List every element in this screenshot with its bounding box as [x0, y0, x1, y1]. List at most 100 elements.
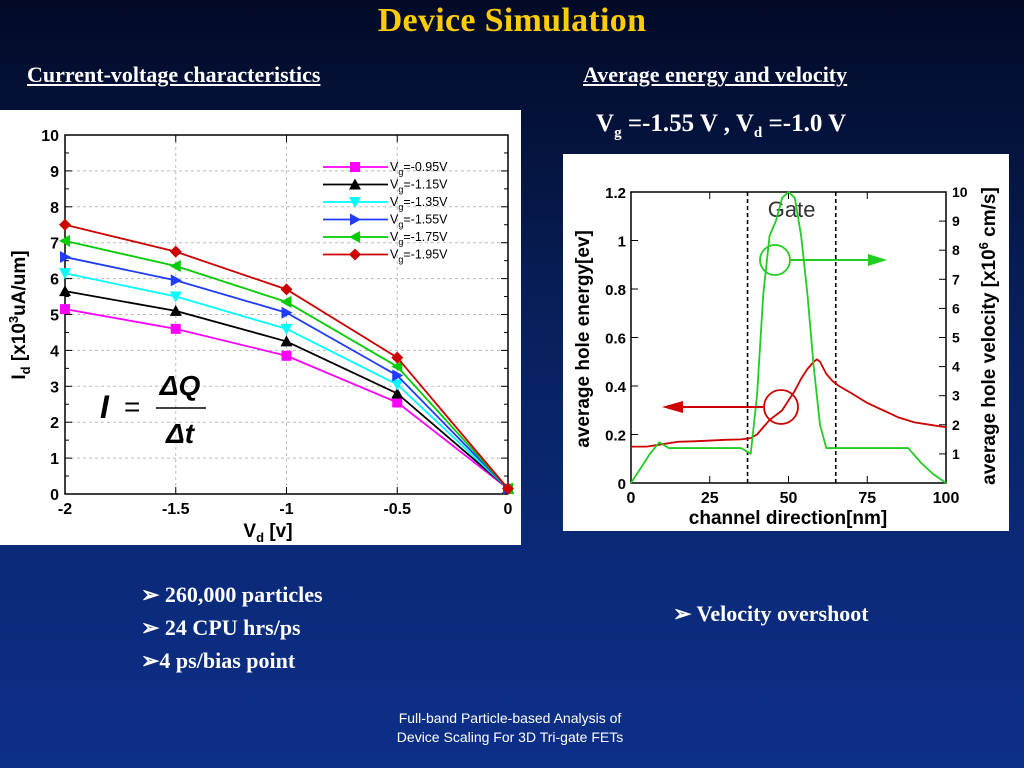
iv-data-point: [169, 291, 182, 303]
gate-label: Gate: [768, 197, 816, 222]
ev-right-axis-label: average hole velocity [x106 cm/s]: [976, 187, 1000, 485]
iv-legend-marker: [349, 178, 361, 190]
ev-right-tick-label: 7: [952, 271, 960, 287]
iv-data-point: [60, 251, 71, 264]
ev-plot-frame: [630, 191, 947, 484]
ev-left-tick-label: 0.2: [605, 428, 626, 445]
ev-x-axis-label: channel direction[nm]: [689, 508, 887, 529]
ev-right-tick-label: 6: [952, 300, 960, 316]
iv-data-point: [169, 304, 182, 316]
iv-legend-label: Vg=-1.15V: [390, 178, 448, 195]
iv-data-point: [280, 295, 292, 308]
iv-x-tick-label: -2: [58, 501, 72, 518]
hole-velocity-line: [630, 191, 947, 484]
ev-right-tick-label: 10: [952, 184, 968, 200]
right-heading: Average energy and velocity: [583, 62, 848, 87]
iv-x-axis-label: Vd [v]: [243, 521, 292, 545]
footer: Full-band Particle-based Analysis of Dev…: [330, 709, 690, 747]
iv-x-tick-label: 0: [504, 501, 513, 518]
iv-data-point: [60, 304, 70, 315]
ev-x-tick-label: 0: [627, 490, 636, 507]
iv-y-tick-label: 3: [50, 379, 59, 396]
iv-data-point: [59, 285, 71, 297]
iv-y-axis-label: Id [x103uA/um]: [6, 250, 33, 379]
ev-right-tick-label: 2: [952, 417, 960, 433]
iv-legend-label: Vg=-0.95V: [390, 160, 448, 177]
vd-symbol: V: [735, 110, 754, 137]
iv-y-tick-label: 7: [50, 236, 59, 253]
formula-denominator: Δt: [165, 418, 196, 449]
ev-right-tick-label: 1: [952, 446, 960, 462]
formula-numerator: ΔQ: [159, 370, 201, 401]
bullet-cpu-hours: ➢ 24 CPU hrs/ps: [141, 615, 301, 640]
energy-circle: [763, 389, 799, 425]
bullet-bias-point: ➢4 ps/bias point: [141, 648, 296, 673]
iv-data-point: [502, 482, 514, 495]
iv-legend-label: Vg=-1.55V: [390, 213, 448, 230]
energy-arrow-head: [662, 401, 683, 413]
footer-line-2: Device Scaling For 3D Tri-gate FETs: [396, 729, 624, 745]
iv-data-point: [59, 234, 70, 247]
velocity-note: ➢ Velocity overshoot: [673, 597, 869, 630]
footer-line-1: Full-band Particle-based Analysis of: [398, 710, 622, 726]
iv-data-point: [280, 283, 293, 296]
iv-legend-label: Vg=-1.95V: [390, 248, 448, 265]
vd-sub: d: [753, 125, 763, 141]
ev-right-tick-label: 8: [952, 242, 960, 258]
left-heading: Current-voltage characteristics: [27, 62, 321, 87]
iv-y-tick-label: 5: [50, 308, 59, 325]
iv-y-tick-label: 8: [50, 200, 59, 217]
iv-legend-label: Vg=-1.35V: [390, 195, 448, 212]
iv-data-point: [391, 387, 404, 399]
iv-data-point: [281, 306, 293, 319]
iv-legend-label: Vg=-1.75V: [390, 230, 448, 247]
iv-data-point: [391, 351, 404, 364]
ev-left-tick-label: 0.6: [605, 331, 626, 348]
ev-x-tick-label: 75: [858, 490, 876, 507]
hole-energy-line: [631, 358, 947, 448]
bullet-particles: ➢ 260,000 particles: [141, 582, 323, 607]
velocity-peak-circle: [759, 244, 791, 276]
velocity-arrow-head: [868, 254, 887, 266]
slide-title: Device Simulation: [377, 2, 647, 39]
energy-velocity-chart: 0 25 50 75 100 0 0.2 0.4 0.6 0.8 1 1.2 1 2 3 4 5 6 7 8 9 10 G…: [573, 184, 1000, 529]
iv-data-point: [170, 323, 181, 334]
ev-right-tick-label: 5: [952, 330, 960, 346]
ev-x-tick-label: 50: [780, 490, 798, 507]
ev-left-tick-label: 0.4: [605, 379, 627, 396]
iv-data-point: [392, 397, 403, 408]
ev-left-tick-label: 0.8: [605, 282, 626, 299]
iv-y-tick-label: 4: [50, 343, 59, 360]
iv-y-tick-label: 1: [50, 451, 59, 468]
ev-right-tick-label: 4: [952, 359, 960, 375]
ev-annotations: [662, 244, 887, 425]
iv-x-tick-label: -1.5: [162, 501, 190, 518]
formula-eq: =: [124, 391, 140, 422]
iv-data-point: [280, 323, 293, 335]
iv-y-tick-label: 0: [50, 487, 59, 504]
ev-left-axis-label: average hole energy[ev]: [573, 230, 594, 448]
ev-left-tick-label: 0: [618, 476, 626, 493]
iv-data-point: [391, 360, 403, 373]
vg-sub: g: [614, 125, 622, 141]
iv-y-tick-label: 9: [50, 164, 59, 181]
iv-legend-marker: [350, 162, 360, 172]
ev-right-tick-label: 9: [952, 213, 960, 229]
iv-x-tick-label: -1: [279, 501, 293, 518]
iv-legend-marker: [349, 248, 361, 261]
iv-data-point: [391, 379, 404, 391]
vg-symbol: V: [596, 110, 615, 137]
iv-data-point: [280, 335, 293, 347]
ev-x-tick-label: 100: [933, 490, 960, 507]
bias-condition: Vg =-1.55 V , Vd =-1.0 V: [596, 110, 846, 142]
iv-chart-panel: 0 1 2 3 4 5 6 7 8 9 10 -2 -1.5 -1 -0.5 0 Vg=-0.95V Vg=-1…: [0, 110, 521, 545]
vd-value: =-1.0 V: [768, 110, 847, 137]
iv-legend-marker: [349, 197, 361, 208]
vg-value: =-1.55 V ,: [627, 110, 731, 137]
ev-left-tick-label: 1: [618, 234, 626, 251]
iv-y-tick-label: 10: [41, 128, 59, 145]
iv-data-point: [169, 245, 182, 258]
ev-x-tick-label: 25: [701, 490, 719, 507]
ev-left-tick-label: 1.2: [605, 185, 626, 202]
iv-y-tick-label: 6: [50, 272, 59, 289]
